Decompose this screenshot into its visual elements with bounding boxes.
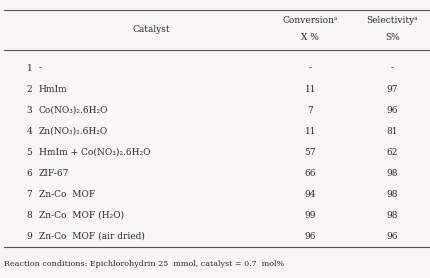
Text: 98: 98 xyxy=(386,190,397,198)
Text: 62: 62 xyxy=(386,148,397,157)
Text: 5: 5 xyxy=(26,148,32,157)
Text: 11: 11 xyxy=(304,126,315,136)
Text: Selectivityᵃ: Selectivityᵃ xyxy=(366,16,417,25)
Text: 57: 57 xyxy=(304,148,315,157)
Text: Reaction conditions: Epichlorohydrin 25  mmol, catalyst = 0.7  mol%: Reaction conditions: Epichlorohydrin 25 … xyxy=(4,260,284,269)
Text: 97: 97 xyxy=(386,85,397,94)
Text: HmIm + Co(NO₃)₂.6H₂O: HmIm + Co(NO₃)₂.6H₂O xyxy=(39,148,150,157)
Text: 96: 96 xyxy=(386,106,397,115)
Text: 4: 4 xyxy=(27,126,32,136)
Text: Conversionᵃ: Conversionᵃ xyxy=(282,16,337,25)
Text: 66: 66 xyxy=(304,168,315,178)
Text: 81: 81 xyxy=(386,126,397,136)
Text: 2: 2 xyxy=(27,85,32,94)
Text: 7: 7 xyxy=(27,190,32,198)
Text: Zn-Co  MOF (H₂O): Zn-Co MOF (H₂O) xyxy=(39,210,124,220)
Text: -: - xyxy=(308,64,311,73)
Text: Co(NO₃)₂.6H₂O: Co(NO₃)₂.6H₂O xyxy=(39,106,108,115)
Text: 96: 96 xyxy=(304,232,315,240)
Text: -: - xyxy=(39,64,42,73)
Text: ZIF-67: ZIF-67 xyxy=(39,168,69,178)
Text: 9: 9 xyxy=(27,232,32,240)
Text: Zn(NO₃)₂.6H₂O: Zn(NO₃)₂.6H₂O xyxy=(39,126,108,136)
Text: Zn-Co  MOF: Zn-Co MOF xyxy=(39,190,95,198)
Text: Zn-Co  MOF (air dried): Zn-Co MOF (air dried) xyxy=(39,232,144,240)
Text: 98: 98 xyxy=(386,210,397,220)
Text: 7: 7 xyxy=(307,106,313,115)
Text: Catalyst: Catalyst xyxy=(132,25,169,34)
Text: 94: 94 xyxy=(304,190,315,198)
Text: 11: 11 xyxy=(304,85,315,94)
Text: HmIm: HmIm xyxy=(39,85,68,94)
Text: X %: X % xyxy=(301,33,319,42)
Text: 99: 99 xyxy=(304,210,315,220)
Text: 1: 1 xyxy=(27,64,32,73)
Text: S%: S% xyxy=(384,33,399,42)
Text: 3: 3 xyxy=(27,106,32,115)
Text: 96: 96 xyxy=(386,232,397,240)
Text: -: - xyxy=(390,64,393,73)
Text: 98: 98 xyxy=(386,168,397,178)
Text: 8: 8 xyxy=(27,210,32,220)
Text: 6: 6 xyxy=(27,168,32,178)
